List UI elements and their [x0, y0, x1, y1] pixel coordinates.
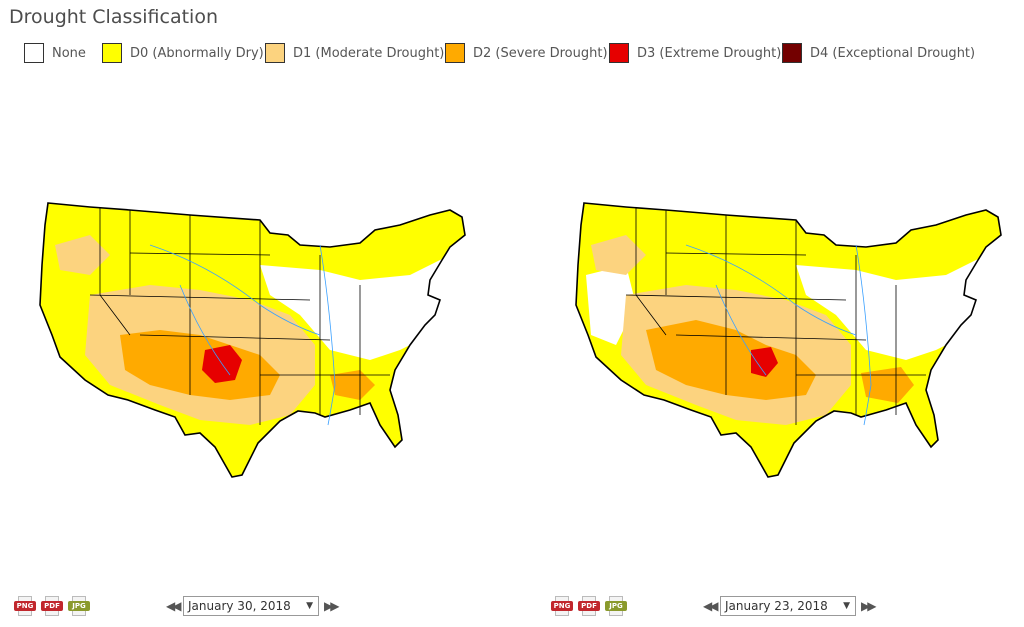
legend-swatch-d1 — [265, 43, 285, 63]
next-date-button[interactable]: ▶▶ — [861, 599, 877, 613]
png-label: PNG — [14, 601, 36, 611]
chevron-down-icon: ▼ — [843, 601, 850, 611]
png-download-icon[interactable]: PNG — [14, 596, 36, 618]
page-title: Drought Classification — [9, 6, 218, 28]
legend-swatch-d4 — [782, 43, 802, 63]
pdf-label: PDF — [41, 601, 63, 611]
next-date-button[interactable]: ▶▶ — [324, 599, 340, 613]
legend-label-d2: D2 (Severe Drought) — [473, 45, 608, 61]
us-outline — [575, 202, 1002, 478]
pdf-download-icon[interactable]: PDF — [578, 596, 600, 618]
d2-region — [120, 330, 280, 400]
date-select[interactable]: January 23, 2018 ▼ — [720, 596, 856, 616]
d2-region — [646, 320, 816, 400]
jpg-download-icon[interactable]: JPG — [605, 596, 627, 618]
legend-swatch-none — [24, 43, 44, 63]
legend-swatch-d3 — [609, 43, 629, 63]
jpg-download-icon[interactable]: JPG — [68, 596, 90, 618]
none-region — [796, 245, 1001, 360]
legend-label-d0: D0 (Abnormally Dry) — [130, 45, 264, 61]
png-label: PNG — [551, 601, 573, 611]
jpg-label: JPG — [68, 601, 90, 611]
d2-region-southeast — [861, 367, 914, 403]
legend-label-d3: D3 (Extreme Drought) — [637, 45, 782, 61]
legend-item-d4: D4 (Exceptional Drought) — [782, 42, 975, 64]
state-borders — [89, 207, 390, 425]
legend-item-d1: D1 (Moderate Drought) — [265, 42, 444, 64]
rivers — [149, 244, 336, 426]
legend-label-d1: D1 (Moderate Drought) — [293, 45, 445, 61]
drought-map-previous — [566, 185, 1016, 485]
legend-swatch-d0 — [102, 43, 122, 63]
d1-region-northwest — [591, 235, 646, 275]
date-select[interactable]: January 30, 2018 ▼ — [183, 596, 319, 616]
legend-label-d4: D4 (Exceptional Drought) — [810, 45, 976, 61]
chevron-down-icon: ▼ — [306, 601, 313, 611]
pdf-label: PDF — [578, 601, 600, 611]
d1-region-northwest — [55, 235, 110, 275]
legend-label-none: None — [52, 45, 86, 61]
legend-item-d3: D3 (Extreme Drought) — [609, 42, 781, 64]
state-borders — [625, 207, 926, 425]
png-download-icon[interactable]: PNG — [551, 596, 573, 618]
jpg-label: JPG — [605, 601, 627, 611]
d2-region-southeast — [330, 370, 375, 400]
map-toolbar-current: PNG PDF JPG ◀◀ January 30, 2018 ▼ ▶▶ — [14, 596, 374, 620]
us-outline — [39, 202, 466, 478]
legend-item-d2: D2 (Severe Drought) — [445, 42, 608, 64]
previous-date-button[interactable]: ◀◀ — [703, 599, 719, 613]
d3-region — [751, 347, 778, 377]
legend-item-none: None — [24, 42, 86, 64]
legend-swatch-d2 — [445, 43, 465, 63]
map-toolbar-previous: PNG PDF JPG ◀◀ January 23, 2018 ▼ ▶▶ — [551, 596, 911, 620]
none-region — [260, 245, 465, 360]
drought-map-current — [30, 185, 480, 485]
legend-item-d0: D0 (Abnormally Dry) — [102, 42, 264, 64]
date-select-value: January 30, 2018 — [188, 599, 291, 613]
rivers — [685, 244, 872, 426]
date-select-value: January 23, 2018 — [725, 599, 828, 613]
us-drought-map-svg — [39, 202, 466, 478]
pdf-download-icon[interactable]: PDF — [41, 596, 63, 618]
us-drought-map-svg — [575, 202, 1002, 478]
previous-date-button[interactable]: ◀◀ — [166, 599, 182, 613]
